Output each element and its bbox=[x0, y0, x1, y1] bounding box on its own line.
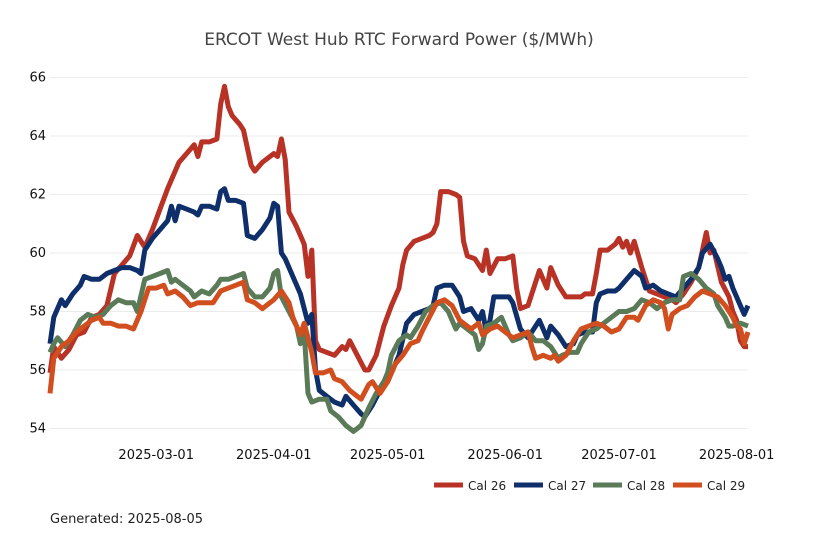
generated-note: Generated: 2025-08-05 bbox=[50, 512, 204, 527]
y-tick-label: 62 bbox=[29, 188, 46, 203]
x-tick-label: 2025-05-01 bbox=[350, 448, 426, 463]
series-line-cal-26 bbox=[47, 83, 748, 374]
legend-label: Cal 26 bbox=[468, 479, 506, 493]
legend: Cal 26 Cal 27 Cal 28 Cal 29 bbox=[434, 479, 745, 493]
chart-title: ERCOT West Hub RTC Forward Power ($/MWh) bbox=[204, 30, 594, 50]
legend-item-cal-28: Cal 28 bbox=[593, 479, 665, 493]
legend-item-cal-26: Cal 26 bbox=[434, 479, 506, 493]
y-tick-label: 66 bbox=[29, 71, 46, 86]
legend-label: Cal 27 bbox=[548, 479, 586, 493]
series-lines bbox=[47, 83, 751, 434]
x-tick-label: 2025-04-01 bbox=[236, 448, 312, 463]
y-tick-label: 56 bbox=[29, 363, 46, 378]
y-tick-label: 58 bbox=[29, 304, 46, 319]
grid bbox=[50, 77, 748, 429]
series-line-cal-28 bbox=[47, 268, 749, 434]
y-tick-label: 64 bbox=[29, 129, 46, 144]
x-tick-label: 2025-08-01 bbox=[699, 448, 775, 463]
x-tick-label: 2025-03-01 bbox=[118, 448, 194, 463]
x-tick-label: 2025-07-01 bbox=[581, 448, 657, 463]
y-tick-label: 60 bbox=[29, 246, 46, 261]
legend-label: Cal 29 bbox=[707, 479, 745, 493]
legend-label: Cal 28 bbox=[627, 479, 665, 493]
legend-item-cal-29: Cal 29 bbox=[673, 479, 745, 493]
axes: 54 56 58 60 62 64 66 2025-03-01 2025-04-01 2025-0… bbox=[29, 71, 774, 463]
y-tick-label: 54 bbox=[29, 421, 46, 436]
series-line-cal-29 bbox=[47, 279, 751, 402]
x-tick-label: 2025-06-01 bbox=[467, 448, 543, 463]
legend-item-cal-27: Cal 27 bbox=[514, 479, 586, 493]
